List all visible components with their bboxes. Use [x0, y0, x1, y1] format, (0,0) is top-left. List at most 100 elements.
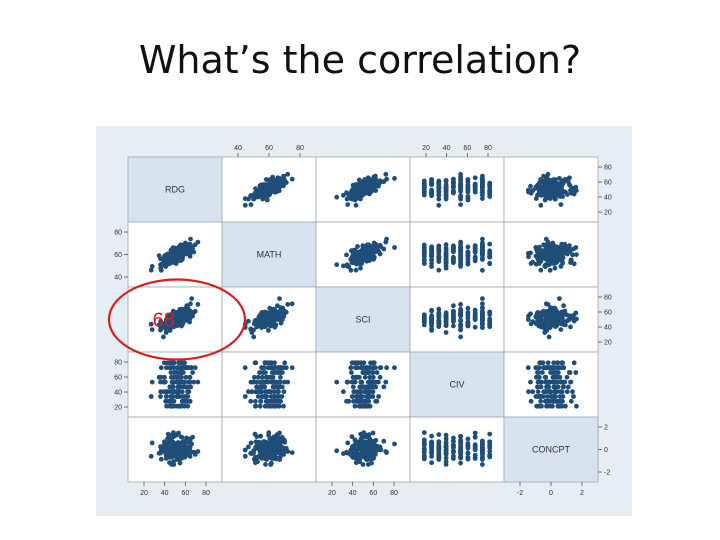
- data-point: [259, 192, 265, 198]
- data-point: [369, 370, 374, 375]
- data-point: [458, 257, 463, 263]
- data-point: [267, 454, 272, 460]
- data-point: [372, 384, 378, 390]
- data-point: [281, 403, 286, 409]
- data-point: [487, 241, 493, 247]
- data-point: [465, 305, 471, 311]
- data-point: [257, 403, 263, 409]
- data-point: [571, 394, 576, 399]
- data-point: [429, 247, 434, 253]
- data-point: [279, 176, 285, 182]
- data-point: [536, 370, 541, 375]
- data-point: [528, 398, 534, 404]
- data-point: [571, 261, 577, 267]
- data-point: [465, 436, 471, 442]
- data-point: [383, 379, 389, 385]
- data-point: [537, 189, 543, 194]
- data-point: [167, 398, 173, 404]
- data-point: [258, 398, 264, 404]
- data-point: [443, 455, 449, 461]
- data-point: [543, 183, 549, 189]
- data-point: [383, 449, 389, 454]
- data-point: [158, 379, 163, 385]
- data-point: [276, 188, 282, 194]
- data-point: [258, 379, 264, 385]
- data-point: [269, 460, 274, 466]
- data-point: [559, 241, 565, 247]
- data-point: [451, 449, 456, 455]
- data-point: [266, 188, 272, 193]
- data-point: [253, 398, 258, 404]
- data-point: [161, 334, 166, 340]
- data-point: [268, 389, 274, 395]
- data-point: [178, 450, 183, 456]
- tick-label: 60: [604, 180, 612, 187]
- data-point: [537, 244, 542, 250]
- data-point: [162, 260, 167, 266]
- data-point: [278, 370, 284, 375]
- data-point: [176, 389, 182, 395]
- data-point: [174, 374, 180, 380]
- data-point: [359, 365, 365, 371]
- data-point: [355, 187, 361, 193]
- data-point: [246, 389, 251, 395]
- data-point: [421, 450, 427, 455]
- data-point: [262, 384, 268, 390]
- data-point: [367, 455, 373, 461]
- data-point: [359, 453, 365, 459]
- data-point: [271, 440, 277, 445]
- data-point: [266, 449, 271, 455]
- data-point: [359, 435, 365, 441]
- data-point: [565, 384, 571, 390]
- data-point: [480, 180, 485, 185]
- data-point: [528, 183, 533, 189]
- data-point: [352, 403, 358, 409]
- data-point: [543, 196, 548, 202]
- data-point: [535, 184, 541, 190]
- data-point: [543, 262, 548, 268]
- data-point: [187, 398, 193, 404]
- data-point: [182, 454, 188, 460]
- data-point: [544, 328, 550, 333]
- data-point: [458, 440, 463, 445]
- data-point: [436, 454, 442, 459]
- data-point: [365, 384, 371, 390]
- data-point: [349, 434, 355, 439]
- data-point: [283, 180, 289, 185]
- data-point: [277, 398, 283, 404]
- data-point: [465, 450, 471, 456]
- tick-label: 80: [202, 490, 210, 497]
- data-point: [360, 462, 366, 467]
- data-point: [279, 434, 285, 440]
- data-point: [184, 438, 190, 444]
- data-point: [253, 190, 258, 196]
- data-point: [170, 394, 176, 399]
- data-point: [568, 324, 573, 330]
- data-point: [487, 180, 493, 186]
- data-point: [551, 360, 557, 366]
- tick-label: 40: [604, 325, 612, 332]
- data-point: [487, 321, 493, 327]
- data-point: [443, 184, 449, 190]
- data-point: [451, 313, 456, 319]
- data-point: [535, 312, 541, 317]
- data-point: [480, 183, 485, 189]
- data-point: [443, 447, 449, 452]
- variable-label: CONCPT: [532, 445, 571, 455]
- data-point: [563, 403, 568, 409]
- data-point: [361, 441, 367, 447]
- data-point: [487, 189, 493, 194]
- data-point: [263, 177, 269, 182]
- data-point: [436, 202, 442, 208]
- data-point: [246, 318, 251, 324]
- data-point: [266, 316, 272, 322]
- data-point: [458, 177, 463, 183]
- data-point: [465, 249, 471, 255]
- data-point: [190, 370, 195, 375]
- data-point: [167, 403, 173, 409]
- data-point: [574, 316, 579, 322]
- data-point: [565, 179, 571, 185]
- data-point: [564, 374, 570, 380]
- data-point: [368, 360, 373, 366]
- data-point: [436, 245, 442, 251]
